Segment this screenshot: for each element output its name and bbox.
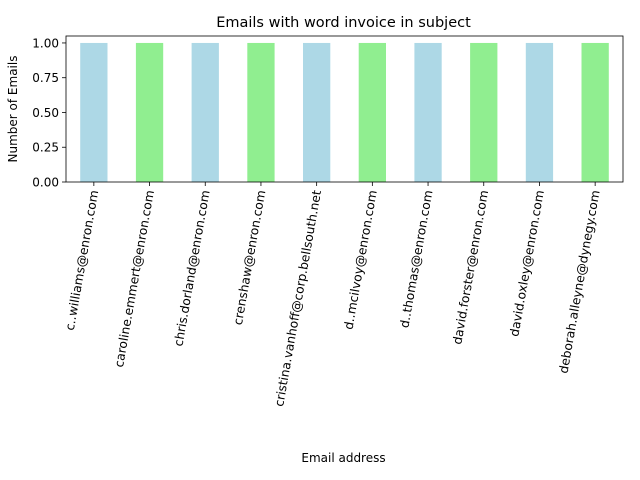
bar-1 bbox=[135, 42, 164, 183]
axes-frame bbox=[65, 35, 624, 183]
bar-9 bbox=[581, 42, 609, 183]
y-tick-label-3: 0.75 bbox=[32, 71, 59, 85]
y-tick-label-4: 1.00 bbox=[32, 36, 59, 50]
bar-3 bbox=[247, 42, 275, 183]
bar-4 bbox=[303, 42, 331, 183]
bar-0 bbox=[80, 42, 108, 183]
bar-2 bbox=[191, 42, 219, 183]
bar-7 bbox=[470, 42, 498, 183]
y-tick-label-2: 0.50 bbox=[32, 106, 59, 120]
chart-title: Emails with word invoice in subject bbox=[216, 15, 471, 31]
bar-8 bbox=[525, 42, 554, 183]
y-tick-label-1: 0.25 bbox=[32, 141, 59, 155]
y-tick-label-0: 0.00 bbox=[32, 175, 59, 189]
bar-5 bbox=[358, 42, 386, 183]
x-axis-label: Email address bbox=[301, 451, 385, 465]
bar-6 bbox=[414, 42, 442, 183]
y-axis-label: Number of Emails bbox=[6, 56, 20, 163]
